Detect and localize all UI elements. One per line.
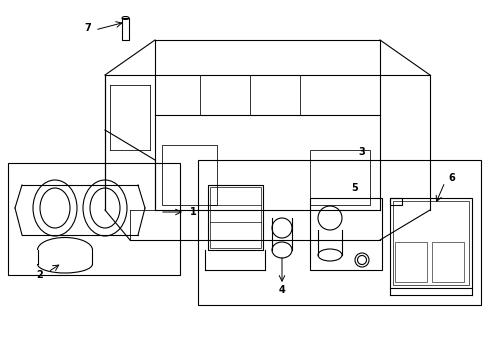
Bar: [309, 150, 369, 205]
Text: 7: 7: [84, 23, 91, 33]
Bar: [209, 187, 261, 248]
Text: 6: 6: [447, 173, 454, 183]
Text: 2: 2: [37, 270, 43, 280]
Bar: [207, 185, 263, 250]
Bar: [162, 145, 217, 205]
Text: 3: 3: [358, 147, 365, 157]
Bar: [389, 198, 471, 288]
Bar: [389, 198, 401, 205]
Bar: [392, 201, 468, 285]
Text: 4: 4: [278, 285, 285, 295]
Bar: [394, 242, 426, 282]
Bar: [431, 242, 463, 282]
Bar: [309, 198, 381, 270]
Bar: [122, 18, 129, 40]
Bar: [198, 160, 480, 305]
Text: 5: 5: [351, 183, 358, 193]
Bar: [8, 163, 180, 275]
Text: 1: 1: [190, 207, 196, 217]
